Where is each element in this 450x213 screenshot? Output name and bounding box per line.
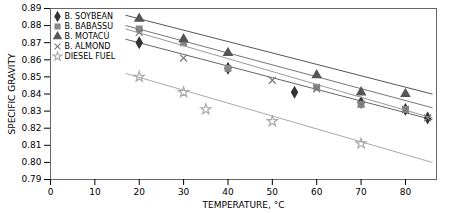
svg-text:80: 80 [400,187,412,197]
svg-text:0.82: 0.82 [21,123,41,133]
svg-text:B. BABASSU: B. BABASSU [65,22,114,31]
svg-text:0.81: 0.81 [21,140,41,150]
svg-text:20: 20 [134,187,146,197]
svg-text:0.83: 0.83 [21,106,41,116]
svg-text:0.80: 0.80 [21,157,41,167]
svg-text:10: 10 [89,187,101,197]
svg-text:0.87: 0.87 [21,38,41,48]
svg-text:B. SOYBEAN: B. SOYBEAN [65,12,113,21]
svg-text:0.86: 0.86 [21,55,41,65]
svg-text:0.79: 0.79 [21,174,41,184]
svg-text:40: 40 [222,187,234,197]
svg-text:B. ALMOND: B. ALMOND [65,42,111,51]
svg-text:0.84: 0.84 [21,89,41,99]
svg-text:DIESEL FUEL: DIESEL FUEL [65,52,116,61]
svg-text:0.88: 0.88 [21,20,41,30]
svg-text:50: 50 [267,187,279,197]
svg-text:SPECIFIC GRAVITY: SPECIFIC GRAVITY [7,53,17,134]
svg-text:0.85: 0.85 [21,72,41,82]
svg-text:B. MOTACÚ: B. MOTACÚ [65,30,110,41]
svg-text:60: 60 [311,187,323,197]
svg-text:TEMPERATURE, °C: TEMPERATURE, °C [202,200,285,210]
svg-text:70: 70 [355,187,367,197]
svg-text:30: 30 [178,187,190,197]
svg-text:0.89: 0.89 [21,3,41,13]
svg-text:0: 0 [48,187,54,197]
